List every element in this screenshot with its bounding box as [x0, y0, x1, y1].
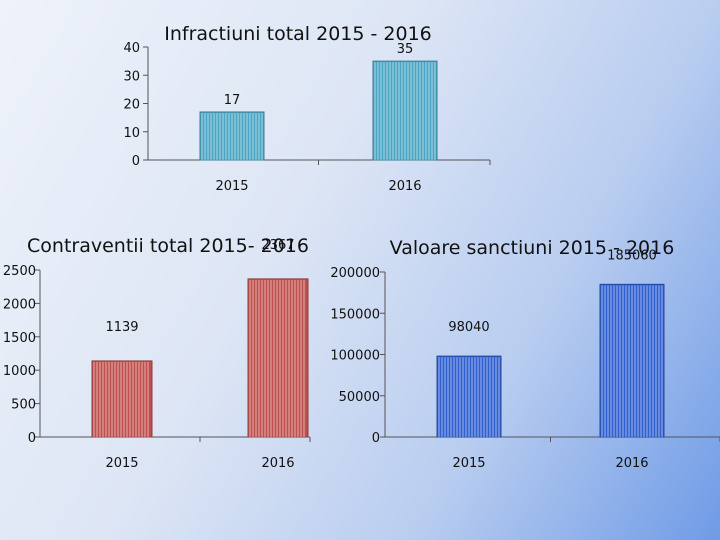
data-label: 2367: [261, 238, 294, 253]
chart-infractiuni: 0 10 20 30 40 17 2015 35 2016 Infractiuni total 2…: [123, 23, 491, 194]
y-tick-label: 20: [123, 98, 140, 113]
x-tick-label: 2015: [215, 179, 248, 194]
bar-2015: [436, 355, 502, 438]
chart-contraventii: 0 500 1000 1500 2000 2500 1139 2015 2367 2016 Cont…: [3, 235, 311, 471]
bar-2016: [247, 278, 309, 438]
bar-rect: [247, 278, 309, 438]
chart-sanctiuni: 0 50000 100000 150000 200000 98040 2015 185060 2…: [330, 237, 720, 471]
data-label: 1139: [105, 320, 138, 335]
y-tick-label: 2000: [3, 297, 36, 312]
x-tick-label: 2016: [388, 179, 421, 194]
y-tick-label: 0: [132, 154, 140, 169]
chart-title: Infractiuni total 2015 - 2016: [164, 23, 432, 45]
y-tick-label: 0: [28, 431, 36, 446]
bar-2016: [372, 60, 438, 161]
x-tick-label: 2016: [615, 456, 648, 471]
y-tick-label: 500: [11, 398, 36, 413]
x-tick-label: 2015: [105, 456, 138, 471]
y-tick-label: 50000: [339, 390, 380, 405]
chart-title: Contraventii total 2015- 2016: [27, 235, 309, 257]
chart-title: Valoare sanctiuni 2015 - 2016: [390, 237, 675, 259]
bar-2015: [91, 360, 153, 438]
y-tick-label: 0: [372, 431, 380, 446]
data-label: 185060: [607, 248, 657, 263]
y-tick-label: 150000: [330, 307, 380, 322]
x-tick-label: 2016: [261, 456, 294, 471]
y-tick-label: 1500: [3, 331, 36, 346]
y-tick-label: 1000: [3, 364, 36, 379]
bar-rect: [91, 360, 153, 438]
y-tick-label: 2500: [3, 264, 36, 279]
data-label: 35: [397, 42, 414, 57]
y-tick-label: 10: [123, 126, 140, 141]
bar-2015: [199, 111, 265, 161]
bar-2016: [599, 283, 665, 438]
y-tick-label: 30: [123, 69, 140, 84]
data-label: 17: [224, 93, 241, 108]
y-tick-label: 40: [123, 41, 140, 56]
y-tick-label: 100000: [330, 349, 380, 364]
y-tick-label: 200000: [330, 266, 380, 281]
x-tick-label: 2015: [452, 456, 485, 471]
data-label: 98040: [448, 320, 489, 335]
